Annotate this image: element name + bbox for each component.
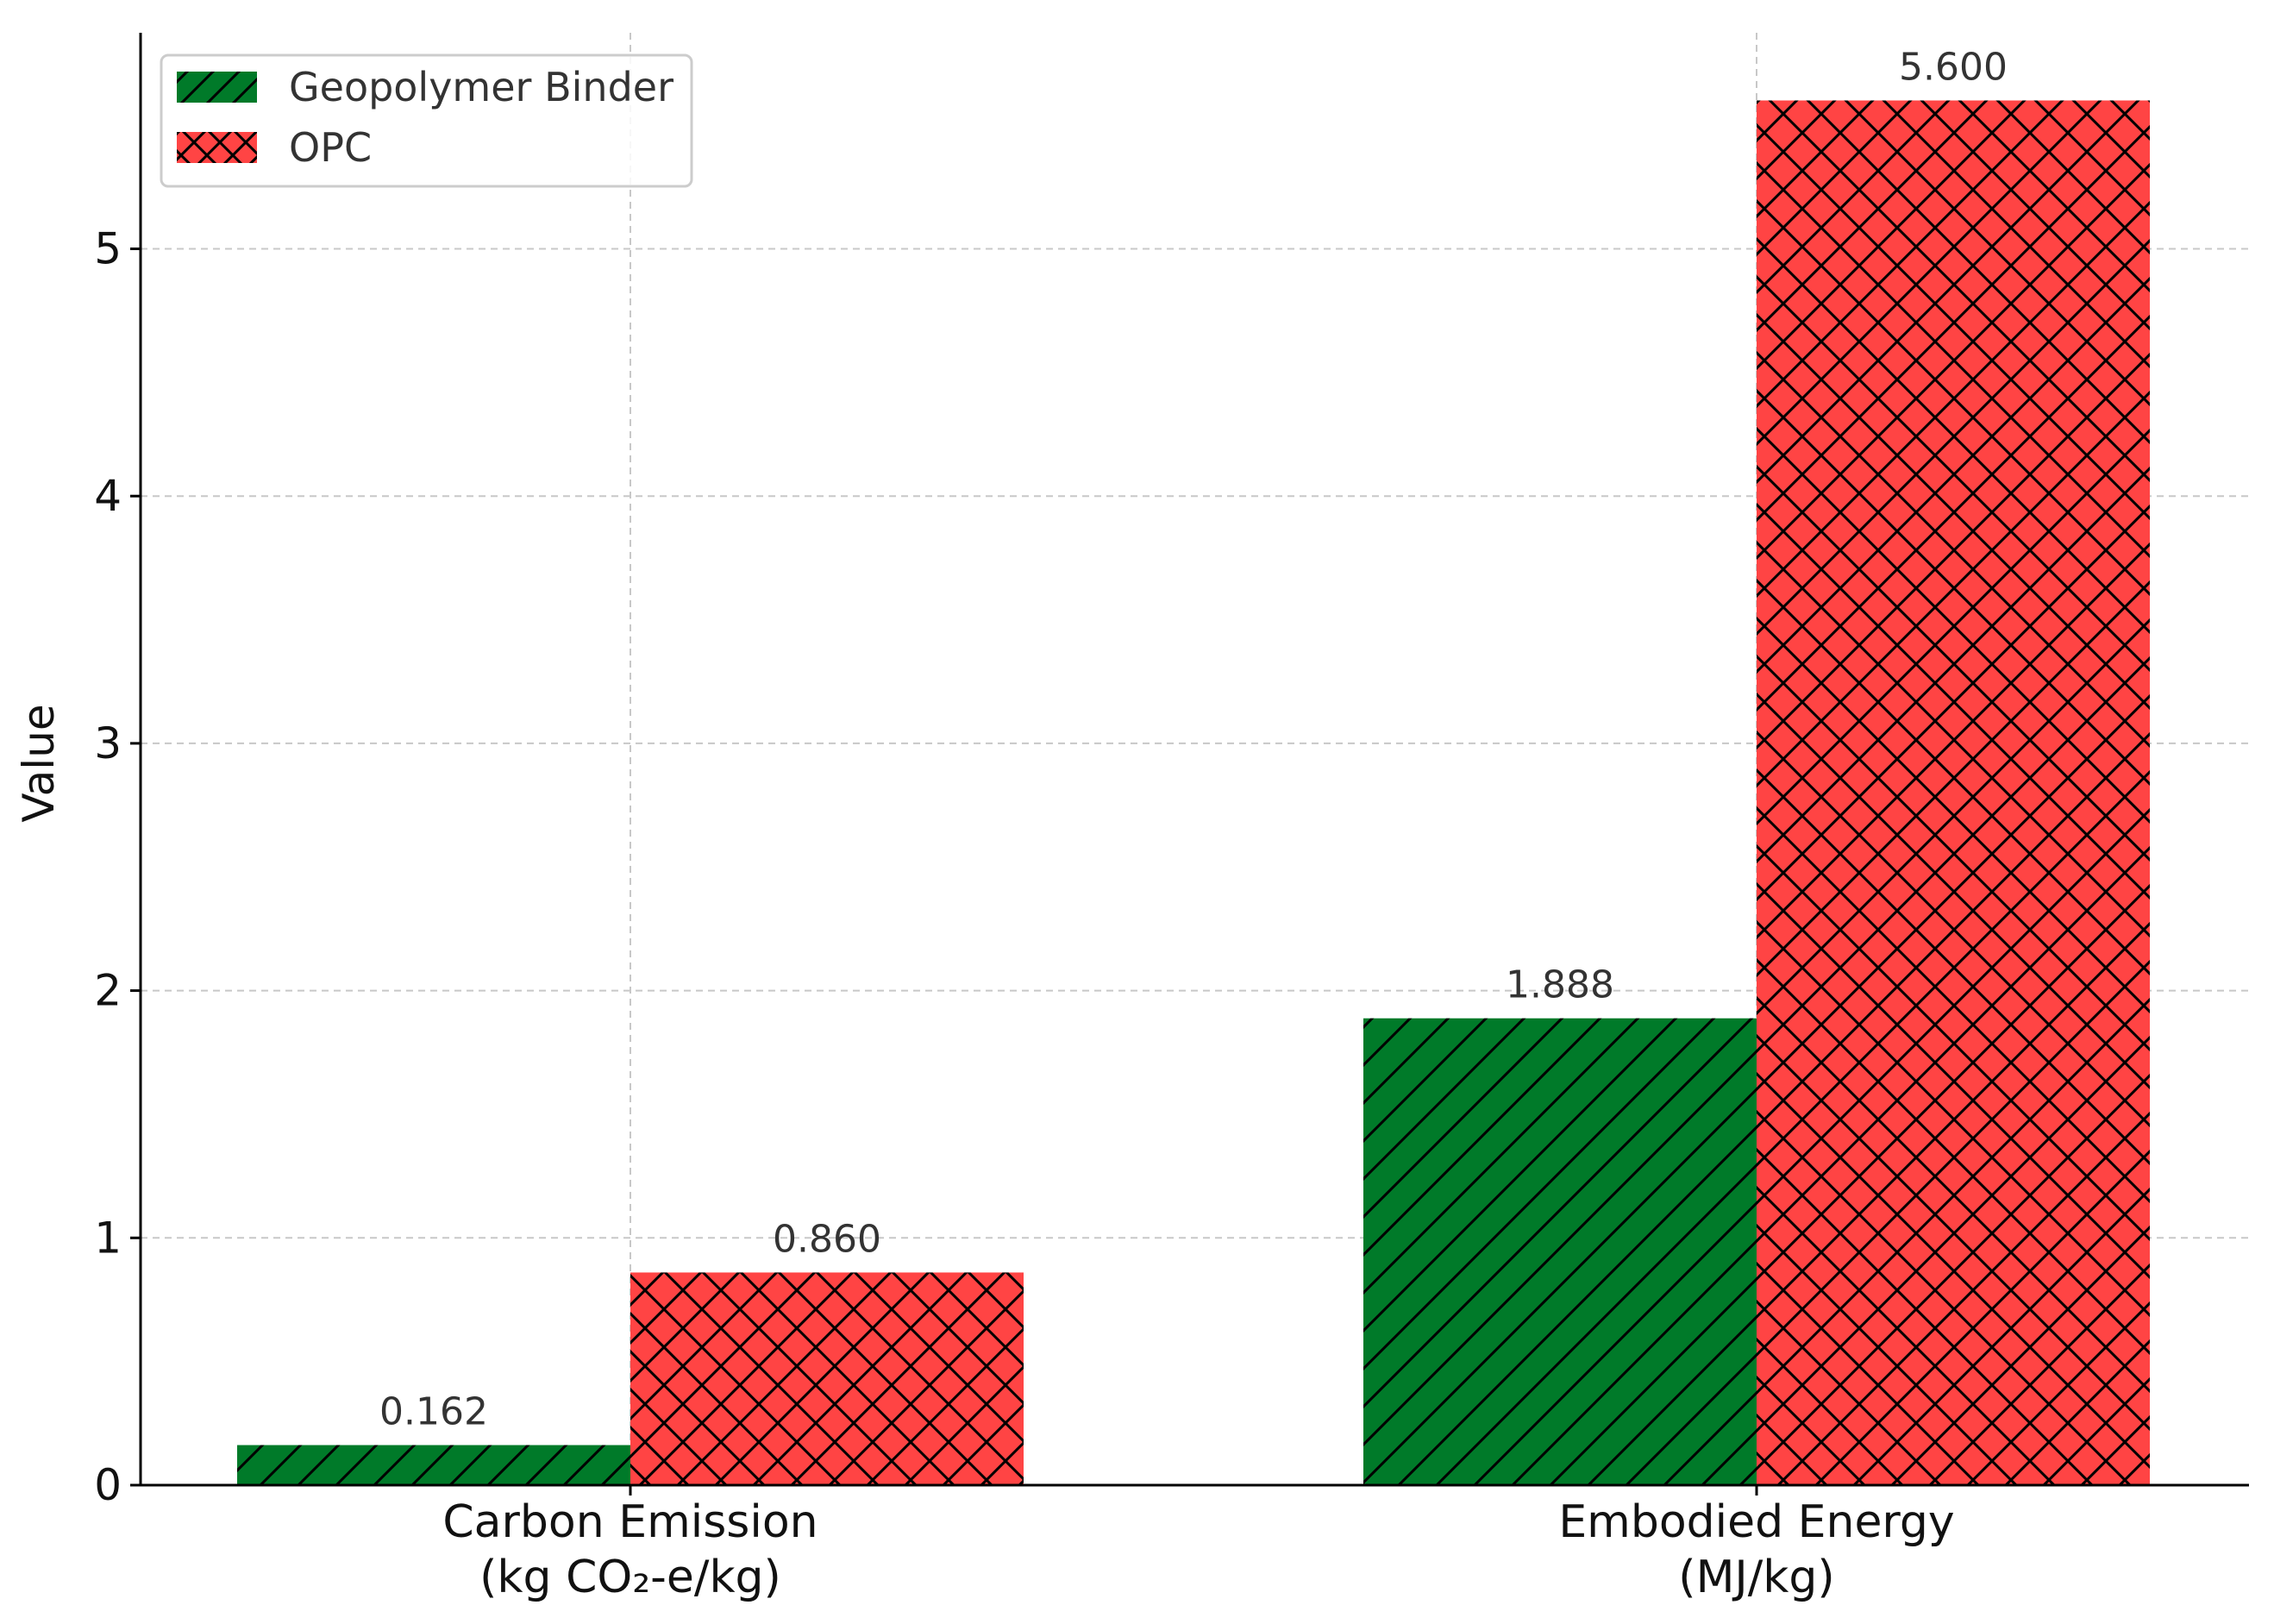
legend-swatch-hatch bbox=[177, 72, 257, 103]
bar-hatch bbox=[1757, 100, 2150, 1486]
value-label: 5.600 bbox=[1899, 45, 2008, 89]
y-tick-label: 0 bbox=[94, 1460, 122, 1510]
x-tick-label-line1: Embodied Energy bbox=[1558, 1496, 1954, 1548]
value-label: 0.860 bbox=[773, 1217, 881, 1261]
legend[interactable]: Geopolymer Binder OPC bbox=[160, 53, 693, 188]
bar-opc[interactable] bbox=[630, 1272, 1024, 1485]
bar-geopolymer-binder[interactable] bbox=[1363, 1018, 1757, 1485]
y-tick-label: 4 bbox=[94, 471, 122, 521]
tick-labels: 0 1 2 3 4 5 Carbon Emission(kg CO₂-e/kg) Embodi… bbox=[94, 224, 1955, 1604]
bar-geopolymer-binder[interactable] bbox=[237, 1445, 630, 1485]
y-tick-label: 5 bbox=[94, 224, 122, 274]
legend-swatch-hatch bbox=[177, 132, 257, 163]
x-tick-label-line2: (MJ/kg) bbox=[1678, 1552, 1834, 1603]
value-label: 0.162 bbox=[379, 1390, 488, 1434]
legend-label: Geopolymer Binder bbox=[289, 64, 673, 110]
x-tick-label-line2: (kg CO₂-e/kg) bbox=[479, 1552, 781, 1603]
legend-entry-geopolymer-binder[interactable]: Geopolymer Binder bbox=[177, 64, 673, 110]
y-tick-label: 2 bbox=[94, 966, 122, 1016]
bar-hatch bbox=[237, 1445, 630, 1485]
legend-entry-opc[interactable]: OPC bbox=[177, 124, 372, 171]
value-label: 1.888 bbox=[1506, 963, 1614, 1007]
y-tick-label: 1 bbox=[94, 1213, 122, 1263]
x-tick-label-line1: Carbon Emission bbox=[442, 1496, 818, 1548]
legend-frame bbox=[160, 53, 693, 188]
bar-opc[interactable] bbox=[1757, 100, 2150, 1486]
y-axis-title: Value bbox=[14, 704, 64, 822]
bar-hatch bbox=[1363, 1018, 1757, 1485]
legend-label: OPC bbox=[289, 124, 372, 171]
axes bbox=[130, 33, 2249, 1495]
y-tick-label: 3 bbox=[94, 718, 122, 768]
bars bbox=[237, 100, 2150, 1486]
bar-hatch bbox=[630, 1272, 1024, 1485]
value-labels: 0.162 1.888 0.860 5.600 bbox=[379, 45, 2008, 1433]
